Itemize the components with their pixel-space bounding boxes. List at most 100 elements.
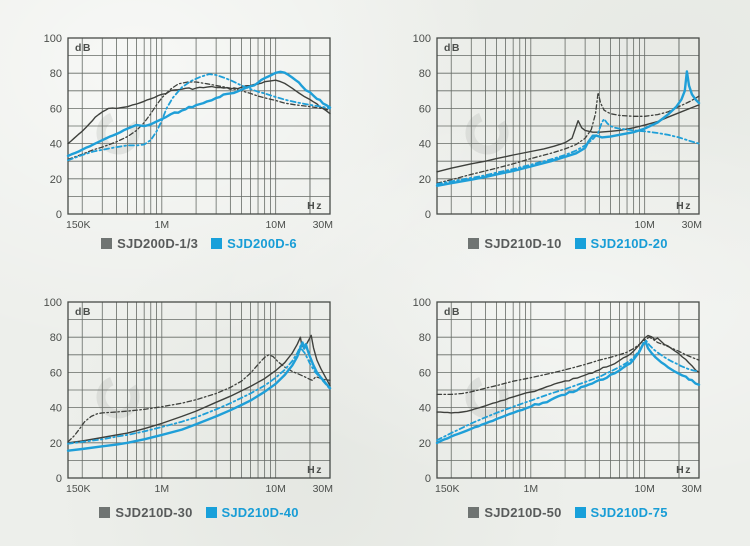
- y-tick-label: 40: [50, 403, 62, 415]
- legend-label: SJD210D-50: [484, 505, 562, 520]
- x-tick-label: 30M: [682, 219, 702, 231]
- y-tick-label: 60: [50, 103, 62, 115]
- legend-label: SJD210D-40: [221, 505, 299, 520]
- x-tick-label: 1M: [155, 483, 170, 495]
- legend-item: SJD210D-20: [574, 236, 668, 251]
- legend-item: SJD200D-1/3: [101, 236, 198, 251]
- x-tick-label: 150K: [435, 483, 460, 495]
- series-blue-solid: [66, 70, 332, 158]
- y-tick-label: 100: [413, 33, 431, 45]
- chart-legend: SJD210D-50 SJD210D-75: [437, 505, 699, 520]
- y-tick-label: 20: [419, 438, 431, 450]
- legend-label: SJD210D-10: [484, 236, 562, 251]
- y-tick-label: 80: [419, 332, 431, 344]
- x-tick-label: 10M: [265, 483, 285, 495]
- y-tick-label: 20: [50, 438, 62, 450]
- x-unit-label: Hz: [676, 464, 692, 476]
- chart-panel-top-right: 0 20 40 60 80 100 10M 30M dB Hz SJD210D-10 SJD210…: [375, 0, 750, 264]
- y-tick-label: 100: [413, 297, 431, 309]
- x-unit-label: Hz: [307, 464, 323, 476]
- watermark-swirl: [465, 375, 509, 419]
- plot-border: [436, 37, 700, 215]
- legend-item: SJD210D-10: [468, 236, 561, 251]
- y-unit-label: dB: [75, 42, 92, 54]
- legend-swatch-gray: [101, 238, 113, 249]
- series-blue-dashed: [67, 73, 331, 162]
- legend-swatch-gray: [99, 507, 111, 518]
- legend-swatch-gray: [468, 507, 480, 518]
- chart-canvas: 0 20 40 60 80 100 150K 1M 10M 30M dB Hz: [44, 33, 333, 231]
- x-tick-label: 1M: [524, 483, 539, 495]
- legend-item: SJD210D-40: [205, 505, 299, 520]
- legend-item: SJD210D-75: [574, 505, 668, 520]
- y-tick-label: 100: [44, 33, 62, 45]
- series-blue-dashed: [67, 345, 331, 445]
- x-tick-label: 150K: [66, 483, 91, 495]
- y-tick-label: 20: [419, 174, 431, 186]
- legend-item: SJD200D-6: [211, 236, 297, 251]
- series-blue-solid: [66, 341, 332, 452]
- legend-item: SJD210D-30: [99, 505, 192, 520]
- chart-panel-bottom-left: 0 20 40 60 80 100 150K 1M 10M 30M dB Hz SJD210D-30 …: [0, 264, 375, 528]
- legend-swatch-blue: [574, 507, 586, 518]
- legend-swatch-blue: [205, 507, 217, 518]
- series-blue-solid: [435, 70, 701, 187]
- x-tick-label: 30M: [313, 483, 333, 495]
- y-tick-label: 80: [50, 332, 62, 344]
- y-tick-label: 20: [50, 174, 62, 186]
- legend-swatch-blue: [211, 238, 223, 249]
- series-gray-solid: [67, 334, 331, 444]
- series-gray-solid: [436, 334, 700, 414]
- y-unit-label: dB: [444, 306, 461, 318]
- x-tick-label: 10M: [634, 483, 654, 495]
- series-gray-dashed: [436, 91, 700, 184]
- legend-label: SJD210D-30: [115, 505, 193, 520]
- y-tick-label: 0: [56, 473, 62, 485]
- legend-label: SJD210D-75: [590, 505, 668, 520]
- series-blue-dashed: [436, 118, 700, 185]
- chart-legend: SJD200D-1/3 SJD200D-6: [68, 236, 330, 251]
- x-unit-label: Hz: [307, 200, 323, 212]
- chart-legend: SJD210D-10 SJD210D-20: [437, 236, 699, 251]
- series-gray-dashed: [67, 354, 331, 443]
- y-tick-label: 40: [419, 139, 431, 151]
- x-tick-label: 30M: [313, 219, 333, 231]
- y-tick-label: 0: [425, 209, 431, 221]
- y-tick-label: 60: [50, 367, 62, 379]
- y-tick-label: 0: [425, 473, 431, 485]
- plot-border: [67, 37, 331, 215]
- chart-canvas: 0 20 40 60 80 100 10M 30M dB Hz: [413, 33, 702, 231]
- watermark-swirl: [465, 111, 509, 155]
- y-tick-label: 40: [50, 139, 62, 151]
- y-tick-label: 100: [44, 297, 62, 309]
- x-tick-label: 30M: [682, 483, 702, 495]
- series-blue-dashed: [436, 339, 700, 442]
- chart-canvas: 0 20 40 60 80 100 150K 1M 10M 30M dB Hz: [413, 297, 702, 495]
- y-tick-label: 60: [419, 367, 431, 379]
- legend-swatch-gray: [468, 238, 480, 249]
- y-tick-label: 40: [419, 403, 431, 415]
- legend-swatch-blue: [574, 238, 586, 249]
- series-gray-dashed: [67, 81, 331, 161]
- chart-panel-top-left: 0 20 40 60 80 100 150K 1M 10M 30M dB Hz SJD200D-1/3…: [0, 0, 375, 264]
- series-gray-solid: [67, 79, 331, 145]
- y-unit-label: dB: [75, 306, 92, 318]
- legend-label: SJD210D-20: [590, 236, 668, 251]
- y-tick-label: 60: [419, 103, 431, 115]
- plot-border: [436, 301, 700, 479]
- y-tick-label: 80: [50, 68, 62, 80]
- x-tick-label: 150K: [66, 219, 91, 231]
- x-tick-label: 1M: [155, 219, 170, 231]
- x-tick-label: 10M: [634, 219, 654, 231]
- y-tick-label: 80: [419, 68, 431, 80]
- legend-item: SJD210D-50: [468, 505, 561, 520]
- legend-label: SJD200D-6: [227, 236, 297, 251]
- y-tick-label: 0: [56, 209, 62, 221]
- plot-border: [67, 301, 331, 479]
- chart-legend: SJD210D-30 SJD210D-40: [68, 505, 330, 520]
- series-blue-solid: [435, 340, 701, 445]
- y-unit-label: dB: [444, 42, 461, 54]
- x-unit-label: Hz: [676, 200, 692, 212]
- legend-label: SJD200D-1/3: [117, 236, 199, 251]
